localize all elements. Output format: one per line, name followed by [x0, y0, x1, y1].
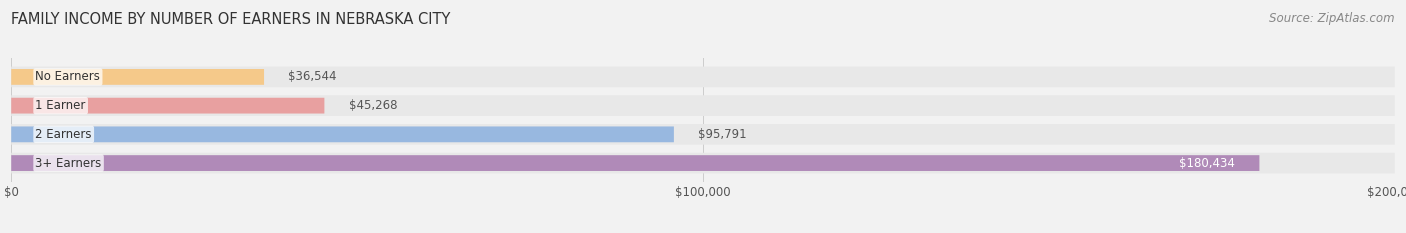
Text: FAMILY INCOME BY NUMBER OF EARNERS IN NEBRASKA CITY: FAMILY INCOME BY NUMBER OF EARNERS IN NE…: [11, 12, 450, 27]
FancyBboxPatch shape: [11, 124, 1395, 145]
FancyBboxPatch shape: [11, 155, 1260, 171]
Text: $45,268: $45,268: [349, 99, 396, 112]
Text: 1 Earner: 1 Earner: [35, 99, 86, 112]
Text: $180,434: $180,434: [1180, 157, 1236, 170]
Text: Source: ZipAtlas.com: Source: ZipAtlas.com: [1270, 12, 1395, 25]
Text: 3+ Earners: 3+ Earners: [35, 157, 101, 170]
Text: 2 Earners: 2 Earners: [35, 128, 91, 141]
FancyBboxPatch shape: [11, 69, 264, 85]
FancyBboxPatch shape: [11, 98, 325, 113]
FancyBboxPatch shape: [11, 127, 673, 142]
Text: No Earners: No Earners: [35, 70, 100, 83]
Text: $95,791: $95,791: [699, 128, 747, 141]
FancyBboxPatch shape: [11, 67, 1395, 87]
FancyBboxPatch shape: [11, 153, 1395, 173]
FancyBboxPatch shape: [11, 95, 1395, 116]
Text: $36,544: $36,544: [288, 70, 337, 83]
